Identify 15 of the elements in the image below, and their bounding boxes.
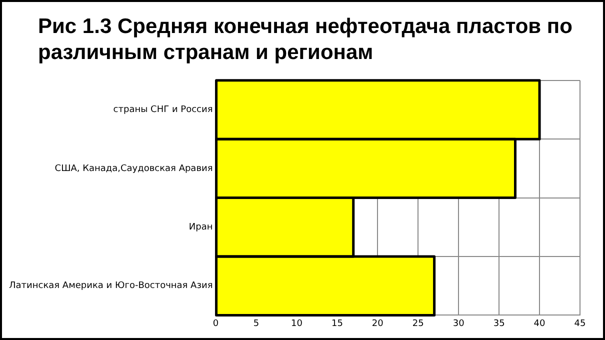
y-tick-label: страны СНГ и Россия [113, 105, 213, 116]
x-tick-label: 10 [290, 318, 303, 329]
x-tick-label: 30 [452, 318, 465, 329]
y-tick-label: США, Канада,Саудовская Аравия [54, 164, 213, 174]
x-tick-label: 0 [212, 318, 219, 329]
x-tick-label: 25 [412, 318, 424, 329]
x-tick-label: 35 [493, 318, 505, 329]
x-tick-label: 5 [253, 318, 260, 329]
x-tick-label: 15 [331, 318, 343, 329]
y-tick-label: Иран [188, 222, 213, 232]
x-tick-label: 20 [372, 318, 384, 329]
chart-title: Рис 1.3 Средняя конечная нефтеотдача пластов по различным странам и регионам [38, 14, 574, 66]
x-tick-label: 40 [534, 318, 546, 329]
y-tick-label: Латинская Америка и Юго-Восточная Азия [8, 281, 213, 292]
x-tick-label: 45 [574, 318, 586, 329]
